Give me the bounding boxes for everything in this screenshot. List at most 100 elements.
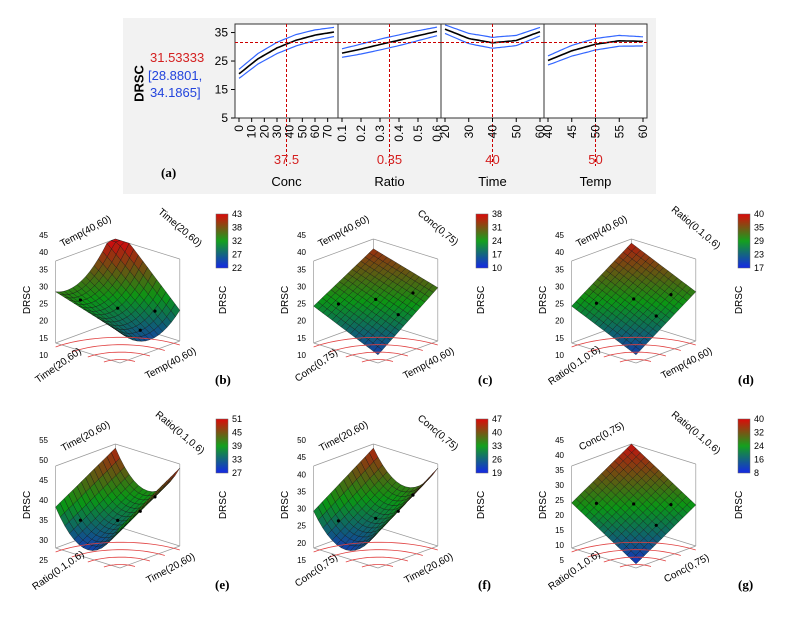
axis-label-bottom-right: Time(20,60) — [403, 551, 455, 586]
surface-panel-c: 45 40 35 30 25 20 15 10 Temp(40,60) Conc(0,75) DRS… — [270, 200, 522, 396]
z-tick-label: 30 — [39, 536, 48, 545]
factor-current-value: 50 — [588, 152, 602, 167]
x-tick-label: 20 — [438, 125, 452, 139]
z-tick-label: 40 — [39, 248, 48, 257]
contour-line — [55, 336, 180, 348]
design-point — [654, 523, 658, 527]
contour-line — [71, 344, 165, 353]
axis-label-bottom-left: Ratio(0.1,0.6) — [547, 549, 603, 593]
design-point — [654, 314, 658, 318]
box-edge — [571, 443, 632, 467]
box-edge — [571, 238, 632, 262]
colorbar-label: 17 — [492, 250, 502, 260]
colorbar — [215, 418, 229, 474]
axis-label-top-right: Ratio(0.1,0.6) — [669, 204, 722, 251]
ci-lower-curve — [341, 35, 438, 58]
design-point — [116, 306, 120, 310]
x-tick-label: 50 — [295, 125, 309, 139]
box-edge — [115, 443, 180, 465]
axis-label-z-left: DRSC — [538, 491, 549, 519]
z-tick-label: 15 — [555, 526, 564, 535]
z-tick-label: 35 — [39, 265, 48, 274]
x-tick-label: 50 — [509, 125, 523, 139]
z-tick-label: 40 — [297, 470, 306, 479]
z-tick-label: 35 — [555, 466, 564, 475]
surface-panel-d: 45 40 35 30 25 20 15 10 Temp(40,60) Ratio(0.1,0.6… — [528, 200, 784, 396]
x-tick-label: 0.6 — [430, 125, 444, 142]
z-tick-label: 55 — [39, 436, 48, 445]
colorbar-label: 40 — [492, 428, 502, 438]
surface-plot-e: 55 50 45 40 35 30 25 Time(20,60) Ratio(0.1,0.6) D… — [22, 409, 242, 592]
axis-label-top-right: Time(20,60) — [156, 207, 204, 250]
x-tick-label: 30 — [462, 125, 476, 139]
z-tick-label: 15 — [297, 334, 306, 343]
z-tick-label: 45 — [555, 231, 564, 240]
x-tick-label: 60 — [308, 125, 322, 139]
x-tick-label: 0 — [232, 125, 246, 132]
colorbar-label: 51 — [232, 414, 242, 424]
z-tick-label: 20 — [39, 317, 48, 326]
box-edge — [55, 238, 116, 262]
axis-label-z-right: DRSC — [734, 286, 745, 314]
surface-panel-g: 45 40 35 30 25 20 15 10 5 Conc(0,75) Ratio(0.1,0.6… — [528, 405, 784, 601]
colorbar-label: 43 — [232, 209, 242, 219]
factor-current-value: 37.5 — [274, 152, 299, 167]
z-tick-label: 45 — [297, 231, 306, 240]
contour-line — [55, 541, 180, 553]
panel-label-a: (a) — [161, 165, 177, 180]
x-tick-label: 20 — [257, 125, 271, 139]
contour-line — [313, 541, 438, 553]
design-point — [396, 313, 400, 317]
contour-line — [87, 556, 151, 563]
design-point — [153, 309, 157, 313]
z-tick-label: 30 — [297, 282, 306, 291]
axis-label-bottom-right: Time(20,60) — [145, 551, 197, 586]
box-edge — [373, 525, 438, 547]
x-tick-label: 0.3 — [373, 125, 387, 142]
ci-upper-curve — [547, 34, 644, 57]
colorbar — [215, 213, 229, 269]
design-point — [669, 502, 673, 507]
y-tick-label: 35 — [215, 26, 229, 40]
design-point — [116, 518, 120, 522]
box-edge — [313, 443, 374, 467]
contour-line — [345, 556, 409, 563]
y-tick-label: 25 — [215, 54, 229, 68]
colorbar-label: 32 — [754, 428, 764, 438]
colorbar-label: 17 — [754, 263, 764, 273]
z-tick-label: 45 — [39, 476, 48, 485]
x-tick-label: 40 — [486, 125, 500, 139]
box-edge — [373, 238, 438, 260]
box-edge — [55, 320, 116, 344]
colorbar-label: 26 — [492, 455, 502, 465]
contour-line — [361, 564, 394, 568]
contour-line — [603, 351, 667, 358]
contour-line — [571, 541, 696, 553]
design-point — [78, 298, 83, 302]
contour-line — [71, 549, 165, 558]
surface-panel-b: 45 40 35 30 25 20 15 10 Temp(40,60) Time(20,60) DR… — [12, 200, 262, 396]
axis-label-top-right: Ratio(0.1,0.6) — [669, 409, 722, 456]
z-tick-label: 30 — [555, 481, 564, 490]
axis-label-z-right: DRSC — [218, 491, 229, 519]
surface-plot-d: 45 40 35 30 25 20 15 10 Temp(40,60) Ratio(0.1,0.6… — [538, 204, 764, 387]
z-tick-label: 40 — [555, 451, 564, 460]
colorbar-label: 23 — [754, 250, 764, 260]
z-tick-label: 15 — [555, 334, 564, 343]
x-tick-label: 10 — [245, 125, 259, 139]
box-edge — [635, 340, 696, 364]
z-tick-label: 20 — [297, 539, 306, 548]
colorbar-label: 8 — [754, 468, 759, 478]
colorbar-label: 33 — [492, 441, 502, 451]
contour-line — [313, 336, 438, 348]
contour-line — [103, 359, 136, 363]
design-point — [138, 328, 142, 332]
surface-panel-e: 55 50 45 40 35 30 25 Time(20,60) Ratio(0.1,0.6) D… — [12, 405, 262, 601]
z-tick-label: 10 — [555, 351, 564, 360]
z-tick-label: 25 — [39, 556, 48, 565]
design-point — [138, 509, 142, 513]
colorbar-label: 47 — [492, 414, 502, 424]
design-point — [632, 502, 636, 506]
contour-line — [587, 549, 681, 558]
design-point — [594, 301, 599, 305]
